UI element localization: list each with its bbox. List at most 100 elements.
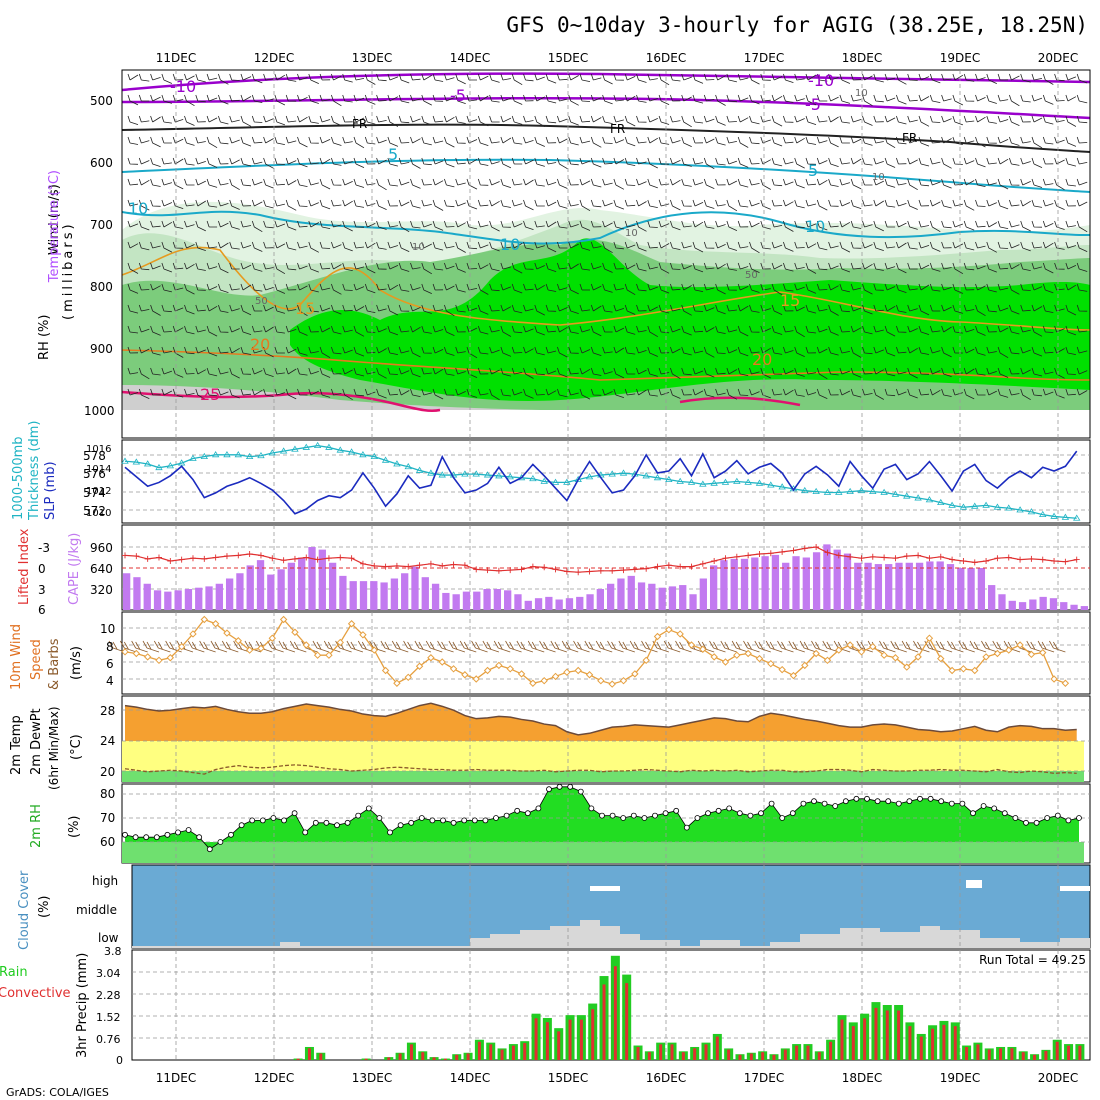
wind-barb — [523, 388, 534, 399]
wind-barb — [816, 388, 828, 400]
wind-barb — [410, 199, 421, 209]
wind-barb — [850, 199, 862, 210]
thickness-point — [1061, 513, 1070, 520]
wind-barb — [941, 283, 952, 291]
wind-barb — [364, 73, 376, 85]
rh-base-band — [122, 842, 1084, 863]
cape-bar — [195, 587, 203, 610]
precip-tick-1-52: 1.52 — [96, 1011, 121, 1024]
wind-barb — [670, 262, 681, 270]
wind-barb — [715, 304, 726, 315]
wind-barb — [986, 199, 997, 207]
cape-label: CAPE (J/kg) — [67, 533, 82, 605]
wind-barb — [884, 241, 896, 249]
wind-barb — [229, 136, 240, 144]
wind-barb — [952, 157, 963, 165]
wind-barb — [342, 73, 353, 83]
wind-barb — [1076, 388, 1088, 396]
wind-barb — [410, 304, 421, 312]
wind-barb — [692, 346, 704, 354]
precip-convective-bar — [738, 1054, 742, 1060]
wind-barb — [715, 220, 726, 228]
rh-point — [736, 810, 743, 817]
wind-barb — [523, 346, 534, 354]
wind-barb — [737, 346, 749, 357]
wind-point — [744, 649, 752, 658]
wind-barb — [602, 346, 613, 354]
wind-barb — [794, 199, 805, 209]
wind-barb — [150, 325, 161, 336]
wind-barb — [353, 199, 365, 208]
wind-barb — [364, 178, 376, 186]
thickness-point — [835, 488, 843, 495]
wind-barb — [975, 241, 986, 249]
wind-barb — [1076, 136, 1088, 144]
wind-barb — [398, 325, 410, 333]
wind-barb — [398, 178, 410, 186]
wind-barb — [511, 262, 523, 274]
wind-barb — [624, 94, 636, 102]
wind-barb — [444, 136, 455, 148]
wind-barb — [941, 262, 952, 270]
wind-barb — [511, 367, 523, 375]
wind-barb — [579, 199, 591, 212]
wind-barb — [579, 73, 591, 83]
li-point — [1073, 556, 1080, 563]
wind-barb — [421, 157, 432, 166]
li-point — [892, 555, 899, 562]
wind-barb — [590, 136, 602, 148]
thickness-point — [982, 501, 990, 508]
wind-barb — [172, 367, 184, 378]
surface-wind-barb — [924, 640, 941, 653]
thickness-point — [993, 503, 1002, 510]
li-point — [155, 554, 162, 561]
wind-barb — [251, 367, 263, 375]
surface-wind-barb — [947, 640, 964, 653]
precip-convective-bar — [885, 1010, 889, 1060]
surface-wind-barb — [913, 640, 930, 653]
wind-barb — [229, 241, 240, 250]
wind-barb — [1020, 304, 1031, 312]
wind-barb — [737, 157, 749, 168]
wind-barb — [670, 199, 681, 211]
thickness-point — [653, 474, 662, 481]
wind-point — [438, 658, 446, 666]
wind-barb — [941, 73, 952, 81]
wind-point — [166, 654, 175, 662]
wind-barb — [884, 346, 896, 357]
wind-barb — [1031, 262, 1043, 270]
li-point — [405, 563, 412, 570]
wind-barb — [726, 304, 737, 312]
wind-barb — [557, 157, 568, 170]
wind-barb — [579, 325, 591, 333]
wind-barb — [172, 178, 184, 190]
wind-barb — [489, 199, 500, 207]
wind-barb — [771, 115, 783, 127]
wind-barb — [670, 241, 681, 251]
wind-barb — [1009, 178, 1020, 186]
wind-barb — [692, 325, 704, 333]
wind-barb — [342, 94, 353, 103]
thickness-point — [268, 449, 276, 456]
wind-barb — [364, 220, 376, 228]
wind-barb — [432, 115, 444, 123]
wind-barb — [590, 157, 602, 168]
wind-barb — [624, 346, 636, 355]
wind-barb — [500, 157, 512, 169]
wind-label-1: 10m Wind — [9, 624, 24, 690]
temp-line — [124, 702, 1077, 736]
wind-barb — [240, 304, 252, 316]
wind-barb — [658, 178, 670, 186]
li-point — [869, 553, 876, 560]
wind-barb — [557, 283, 568, 291]
thickness-point — [495, 472, 503, 479]
rh-point — [206, 846, 213, 853]
wind-barb — [715, 241, 726, 249]
precip-convective-bar — [443, 1058, 447, 1060]
surface-wind-barb — [777, 640, 794, 653]
wind-barb — [737, 178, 749, 188]
precip-convective-bar — [523, 1043, 527, 1060]
wind-barb — [1009, 283, 1020, 295]
wind-barb — [1020, 157, 1031, 165]
rh-point — [397, 822, 404, 829]
